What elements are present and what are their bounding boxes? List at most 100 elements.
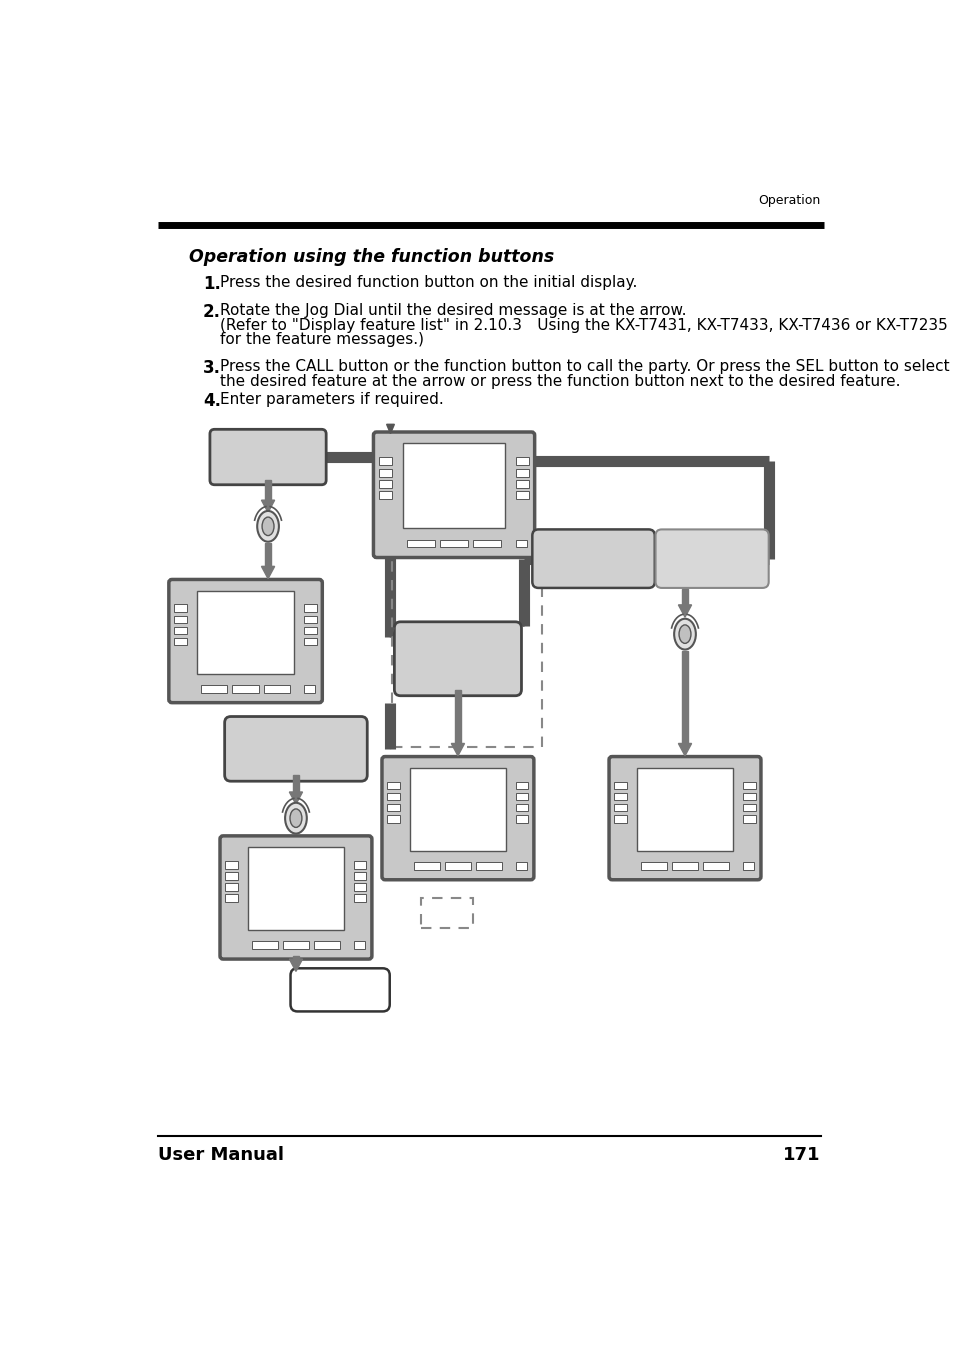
Bar — [742, 793, 755, 800]
Bar — [387, 804, 399, 812]
Bar — [304, 638, 316, 646]
Bar — [248, 847, 344, 931]
Bar — [174, 616, 187, 623]
Bar — [473, 539, 500, 547]
Bar — [354, 871, 366, 880]
Bar — [516, 480, 529, 488]
Bar — [378, 458, 392, 465]
Bar — [304, 627, 316, 635]
Bar — [354, 942, 364, 948]
FancyBboxPatch shape — [608, 757, 760, 880]
Bar — [516, 458, 529, 465]
Bar — [252, 942, 277, 948]
Bar — [387, 782, 399, 789]
Ellipse shape — [285, 802, 307, 834]
Bar — [702, 862, 728, 870]
Bar — [196, 590, 294, 674]
Bar — [387, 815, 399, 823]
Text: Rotate the Jog Dial until the desired message is at the arrow.: Rotate the Jog Dial until the desired me… — [220, 303, 686, 317]
FancyBboxPatch shape — [655, 530, 768, 588]
Bar — [314, 942, 340, 948]
Text: for the feature messages.): for the feature messages.) — [220, 332, 423, 347]
Polygon shape — [519, 617, 527, 627]
Polygon shape — [289, 792, 302, 804]
Bar — [354, 861, 366, 869]
Bar — [614, 793, 626, 800]
Bar — [742, 815, 755, 823]
Bar — [378, 469, 392, 477]
Text: 171: 171 — [782, 1146, 820, 1165]
Bar — [640, 862, 666, 870]
Bar — [410, 767, 505, 851]
Bar — [439, 539, 467, 547]
Bar — [354, 894, 366, 902]
Bar — [265, 480, 271, 500]
Bar — [637, 767, 732, 851]
Text: 4.: 4. — [203, 392, 221, 411]
Bar — [387, 793, 399, 800]
Bar — [614, 804, 626, 812]
FancyBboxPatch shape — [291, 969, 390, 1012]
Ellipse shape — [290, 809, 301, 827]
Polygon shape — [451, 743, 464, 755]
Bar — [293, 775, 298, 792]
Polygon shape — [386, 739, 394, 748]
Bar — [742, 804, 755, 812]
Bar — [225, 884, 237, 890]
FancyBboxPatch shape — [210, 430, 326, 485]
Bar — [304, 604, 316, 612]
Ellipse shape — [262, 517, 274, 535]
Bar — [516, 782, 528, 789]
Bar — [516, 862, 526, 870]
Polygon shape — [261, 566, 274, 578]
Bar — [392, 551, 541, 747]
FancyBboxPatch shape — [373, 432, 534, 558]
Text: the desired feature at the arrow or press the function button next to the desire: the desired feature at the arrow or pres… — [220, 374, 900, 389]
Bar — [681, 589, 687, 605]
Ellipse shape — [679, 626, 690, 643]
Text: 2.: 2. — [203, 303, 221, 322]
Bar — [265, 543, 271, 566]
Bar — [225, 894, 237, 902]
FancyBboxPatch shape — [381, 757, 534, 880]
Text: User Manual: User Manual — [158, 1146, 284, 1165]
FancyBboxPatch shape — [220, 836, 372, 959]
Bar — [516, 469, 529, 477]
Bar — [516, 539, 527, 547]
FancyBboxPatch shape — [169, 580, 322, 703]
Bar — [225, 861, 237, 869]
Bar — [476, 862, 501, 870]
Text: (Refer to "Display feature list" in 2.10.3 Using the KX-T7431, KX-T7433, KX-T743: (Refer to "Display feature list" in 2.10… — [220, 317, 946, 332]
Text: 3.: 3. — [203, 359, 221, 377]
Bar — [516, 804, 528, 812]
Bar — [414, 862, 439, 870]
Bar — [671, 862, 698, 870]
Bar — [264, 685, 290, 693]
Text: Operation using the function buttons: Operation using the function buttons — [189, 249, 554, 266]
Bar — [516, 815, 528, 823]
Polygon shape — [261, 500, 274, 512]
Bar — [293, 957, 298, 959]
Bar — [283, 942, 309, 948]
Polygon shape — [678, 605, 691, 617]
Polygon shape — [289, 959, 302, 971]
Bar — [174, 638, 187, 646]
Bar — [354, 884, 366, 890]
Text: Press the desired function button on the initial display.: Press the desired function button on the… — [220, 276, 637, 290]
Bar — [174, 604, 187, 612]
Bar — [402, 443, 505, 528]
Bar — [174, 627, 187, 635]
Polygon shape — [386, 424, 394, 434]
Bar — [420, 898, 473, 928]
Bar — [378, 480, 392, 488]
FancyBboxPatch shape — [532, 530, 654, 588]
Bar — [614, 815, 626, 823]
Text: Operation: Operation — [758, 193, 820, 207]
Bar — [304, 685, 314, 693]
Bar — [233, 685, 258, 693]
Bar — [378, 492, 392, 500]
Bar — [614, 782, 626, 789]
Bar — [304, 616, 316, 623]
Bar — [742, 782, 755, 789]
Polygon shape — [678, 743, 691, 755]
